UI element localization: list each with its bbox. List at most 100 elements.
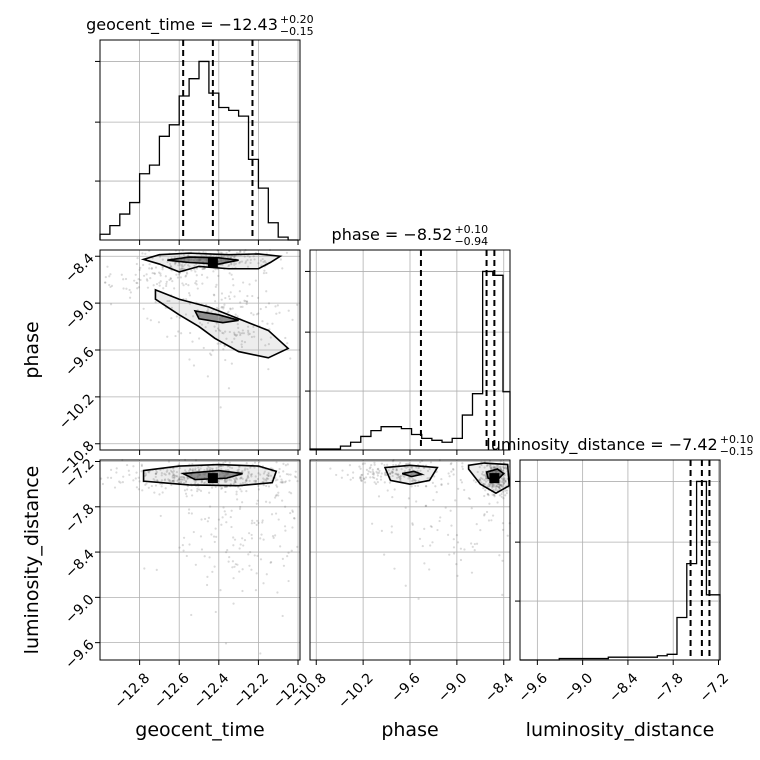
scatter-point bbox=[391, 471, 394, 474]
scatter-point bbox=[259, 537, 262, 540]
scatter-point bbox=[177, 264, 180, 267]
scatter-point bbox=[244, 479, 248, 482]
scatter-point bbox=[476, 470, 479, 474]
scatter-point bbox=[484, 477, 488, 480]
scatter-point bbox=[226, 549, 229, 552]
scatter-point bbox=[503, 466, 506, 470]
scatter-point bbox=[395, 472, 398, 475]
scatter-point bbox=[269, 474, 273, 477]
scatter-point bbox=[198, 258, 201, 261]
scatter-point bbox=[220, 487, 223, 490]
scatter-point bbox=[144, 473, 148, 477]
scatter-point bbox=[166, 260, 169, 264]
scatter-point bbox=[247, 329, 250, 332]
scatter-point bbox=[410, 466, 414, 470]
scatter-point bbox=[172, 474, 176, 477]
scatter-point bbox=[104, 281, 107, 284]
scatter-point bbox=[173, 474, 176, 477]
scatter-point bbox=[486, 479, 489, 482]
density-peak bbox=[207, 473, 218, 484]
scatter-point bbox=[284, 529, 287, 532]
contour-line bbox=[180, 469, 243, 481]
scatter-point bbox=[171, 280, 174, 283]
scatter-point bbox=[223, 510, 226, 513]
scatter-point bbox=[267, 485, 271, 488]
scatter-point bbox=[488, 502, 491, 505]
scatter-point bbox=[408, 468, 411, 471]
scatter-point bbox=[285, 251, 289, 254]
scatter-point bbox=[493, 466, 496, 469]
scatter-point bbox=[167, 460, 171, 463]
scatter-point bbox=[447, 472, 450, 475]
scatter-point bbox=[370, 463, 373, 467]
scatter-point bbox=[491, 482, 494, 486]
scatter-point bbox=[500, 485, 504, 488]
scatter-point bbox=[169, 480, 172, 483]
scatter-point bbox=[190, 473, 193, 476]
scatter-point bbox=[225, 551, 228, 554]
scatter-point bbox=[435, 491, 438, 494]
scatter-point bbox=[504, 494, 507, 497]
y-tick-label: −9.6 bbox=[62, 344, 97, 379]
scatter-point bbox=[329, 467, 332, 470]
scatter-point bbox=[101, 482, 105, 486]
scatter-point bbox=[119, 481, 122, 484]
scatter-point bbox=[206, 375, 209, 378]
scatter-point bbox=[216, 342, 219, 345]
scatter-point bbox=[217, 465, 220, 468]
scatter-point bbox=[440, 483, 443, 487]
scatter-point bbox=[191, 494, 194, 497]
scatter-point bbox=[222, 305, 225, 309]
scatter-point bbox=[266, 322, 269, 325]
scatter-point bbox=[501, 559, 504, 562]
scatter-point bbox=[267, 474, 270, 477]
scatter-point bbox=[219, 342, 222, 345]
scatter-point bbox=[467, 497, 470, 500]
scatter-point bbox=[428, 568, 431, 571]
scatter-point bbox=[153, 479, 156, 482]
scatter-point bbox=[417, 466, 420, 470]
scatter-point bbox=[493, 495, 496, 498]
scatter-point bbox=[259, 558, 263, 561]
scatter-point bbox=[289, 357, 292, 360]
scatter-point bbox=[175, 315, 178, 318]
scatter-point bbox=[430, 525, 433, 528]
scatter-point bbox=[493, 485, 497, 488]
scatter-point bbox=[494, 466, 497, 469]
scatter-point bbox=[440, 483, 443, 486]
scatter-point bbox=[267, 473, 270, 476]
scatter-point bbox=[140, 464, 143, 468]
scatter-point bbox=[181, 478, 184, 481]
scatter-point bbox=[496, 501, 499, 504]
scatter-point bbox=[166, 469, 169, 472]
scatter-point bbox=[188, 259, 191, 262]
scatter-point bbox=[183, 489, 187, 492]
scatter-point bbox=[178, 476, 181, 479]
scatter-point bbox=[214, 610, 217, 614]
scatter-point bbox=[291, 509, 294, 512]
scatter-point bbox=[230, 362, 233, 365]
scatter-point bbox=[274, 305, 277, 308]
density-peak bbox=[207, 257, 218, 268]
scatter-point bbox=[233, 565, 236, 568]
scatter-point bbox=[218, 328, 221, 332]
scatter-point bbox=[229, 482, 232, 486]
scatter-point bbox=[256, 296, 260, 299]
scatter-point bbox=[210, 353, 213, 357]
scatter-point bbox=[221, 486, 224, 490]
scatter-point bbox=[501, 465, 505, 469]
scatter-point bbox=[165, 284, 168, 288]
y-tick-label: −9.6 bbox=[62, 637, 97, 672]
scatter-point bbox=[190, 613, 193, 617]
scatter-point bbox=[277, 471, 281, 474]
scatter-point bbox=[209, 467, 212, 470]
scatter-point bbox=[241, 477, 244, 480]
scatter-point bbox=[387, 469, 390, 472]
scatter-point bbox=[167, 478, 170, 481]
scatter-point bbox=[259, 259, 263, 262]
scatter-point bbox=[406, 462, 409, 465]
scatter-point bbox=[104, 276, 107, 279]
scatter-point bbox=[349, 478, 352, 481]
scatter-point bbox=[259, 473, 262, 476]
x-tick-label: −9.6 bbox=[516, 670, 551, 705]
